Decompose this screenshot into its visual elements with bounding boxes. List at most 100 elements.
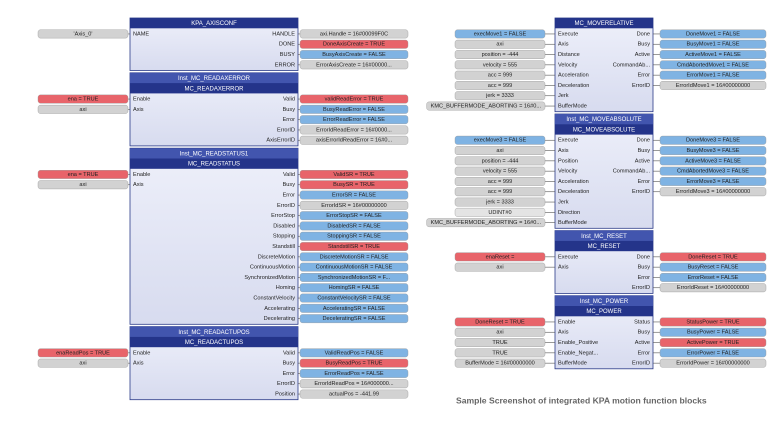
- input-pin: Axis: [133, 182, 144, 188]
- output-pin: Busy: [638, 265, 651, 271]
- variable-box: [659, 283, 767, 293]
- output-pin: DONE: [279, 42, 295, 48]
- output-pin: Valid: [283, 97, 295, 103]
- variable-text: DeceleratingSR = FALSE: [323, 316, 386, 322]
- variable-text: BusyReadPos = TRUE: [326, 361, 383, 367]
- input-pin: Enable_Negat...: [558, 350, 599, 356]
- variable-box: [299, 39, 409, 49]
- block-type: KPA_AXISCONF: [191, 21, 237, 27]
- variable-box: [299, 242, 409, 251]
- variable-box: [659, 358, 767, 368]
- output-pin: Done: [637, 31, 650, 37]
- variable-text: jerk = 3333: [485, 200, 514, 206]
- output-pin: SynchronizedMotion: [244, 275, 295, 281]
- variable-text: TRUE: [492, 340, 507, 346]
- output-pin: Stopping: [273, 234, 295, 240]
- block-type: MC_READSTATUS: [188, 162, 240, 168]
- variable-text: jerk = 3333: [485, 93, 514, 99]
- variable-box: [37, 29, 129, 39]
- variable-box: [659, 50, 767, 59]
- input-pin: Acceleration: [558, 179, 589, 185]
- variable-text: CmdAbortedMove1 = FALSE: [677, 62, 749, 68]
- instance-header: [130, 72, 298, 84]
- variable-text: ActiveMove1 = FALSE: [685, 52, 741, 58]
- variable-text: execMove1 = FALSE: [474, 31, 527, 37]
- variable-box: [454, 327, 546, 337]
- block-type: MC_POWER: [586, 309, 622, 315]
- variable-box: [454, 60, 546, 70]
- variable-text: ContinuousMotionSR = FALSE: [316, 265, 393, 271]
- variable-text: StoppingSR = FALSE: [327, 234, 381, 240]
- input-pin: Axis: [558, 265, 569, 271]
- instance-header: [555, 114, 653, 125]
- output-pin: Active: [635, 52, 650, 58]
- variable-text: ena = TRUE: [68, 97, 99, 103]
- instance-header: [555, 295, 653, 306]
- variable-text: axi: [496, 42, 503, 48]
- output-pin: Homing: [276, 285, 295, 291]
- input-pin: Enable: [133, 97, 150, 103]
- variable-box: [659, 317, 767, 327]
- variable-box: [454, 358, 546, 368]
- input-pin: BufferMode: [558, 220, 587, 226]
- variable-text: DoneMove3 = FALSE: [686, 138, 740, 144]
- variable-text: ErrorIdMove1 = 16#00000000: [676, 83, 750, 89]
- variable-box: [299, 94, 409, 104]
- input-pin: Enable: [133, 172, 150, 178]
- instance-header: [130, 326, 298, 337]
- variable-text: execMove3 = FALSE: [474, 138, 527, 144]
- variable-box: [37, 348, 129, 358]
- variable-box: [299, 273, 409, 282]
- variable-box: [454, 348, 546, 358]
- variable-box: [659, 177, 767, 186]
- variable-box: [37, 104, 129, 114]
- variable-text: acc = 999: [488, 83, 512, 89]
- output-pin: ErrorID: [632, 189, 650, 195]
- variable-text: axi: [496, 330, 503, 336]
- input-pin: Execute: [558, 138, 578, 144]
- variable-box: [454, 197, 546, 207]
- variable-box: [299, 190, 409, 200]
- block-body: [129, 147, 299, 325]
- block-type: MC_MOVEABSOLUTE: [573, 128, 635, 134]
- input-pin: Velocity: [558, 62, 577, 68]
- variable-text: ErrorReadError = FALSE: [323, 117, 385, 123]
- variable-box: [299, 104, 409, 114]
- output-pin: ErrorID: [632, 285, 650, 291]
- input-pin: Direction: [558, 210, 580, 216]
- variable-text: validReadError = TRUE: [325, 97, 384, 103]
- variable-text: BusyAxisCreate = FALSE: [322, 52, 386, 58]
- input-pin: Deceleration: [558, 189, 589, 195]
- variable-box: [454, 39, 546, 49]
- variable-box: [659, 327, 767, 337]
- variable-box: [299, 170, 409, 179]
- variable-box: [454, 177, 546, 186]
- input-pin: Axis: [558, 148, 569, 154]
- output-pin: CommandAb...: [613, 169, 651, 175]
- variable-box: [454, 135, 546, 145]
- variable-text: 'Axis_0': [74, 31, 93, 37]
- variable-box: [299, 221, 409, 231]
- output-pin: CommandAb...: [613, 62, 651, 68]
- output-pin: Busy: [283, 361, 296, 367]
- output-pin: AxisErrorID: [266, 138, 295, 144]
- variable-text: enaReset =: [486, 254, 515, 260]
- variable-text: StandstillSR = TRUE: [328, 244, 380, 250]
- variable-box: [299, 125, 409, 135]
- variable-box: [299, 379, 409, 389]
- input-pin: Enable_Positive: [558, 340, 598, 346]
- variable-text: BusyMove3 = FALSE: [686, 148, 739, 154]
- variable-text: BusyReset = FALSE: [688, 265, 739, 271]
- output-pin: Busy: [283, 182, 296, 188]
- variable-box: [454, 262, 546, 272]
- variable-text: axi: [496, 265, 503, 271]
- variable-text: ErrorIdSR = 16#00000000: [321, 203, 386, 209]
- variable-box: [299, 314, 409, 324]
- input-pin: Axis: [558, 42, 569, 48]
- input-pin: Distance: [558, 52, 580, 58]
- variable-text: AcceleratingSR = FALSE: [323, 306, 386, 312]
- output-pin: Error: [283, 371, 296, 377]
- variable-box: [454, 29, 546, 39]
- variable-text: BusyReadError = FALSE: [323, 107, 385, 113]
